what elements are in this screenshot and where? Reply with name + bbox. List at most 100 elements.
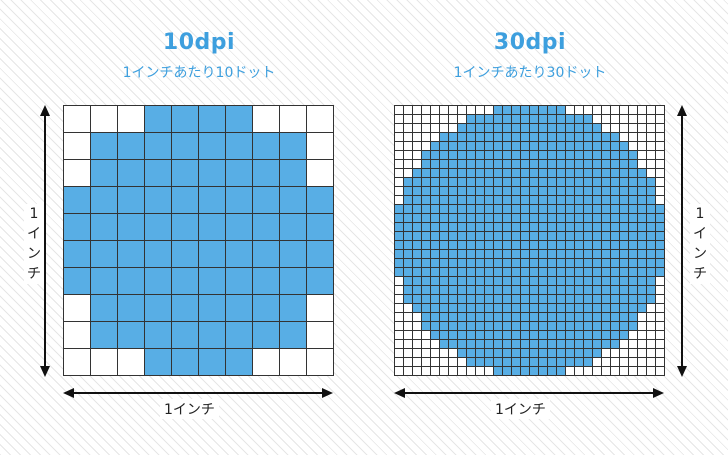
dot-cell xyxy=(511,366,520,375)
dot-cell xyxy=(412,204,421,213)
dot-cell xyxy=(412,330,421,339)
dot-cell xyxy=(637,213,646,222)
dot-cell xyxy=(457,348,466,357)
arrow-up-icon xyxy=(40,105,50,116)
dot-cell xyxy=(619,348,628,357)
dot-cell xyxy=(403,222,412,231)
dot-cell xyxy=(430,348,439,357)
dot-cell xyxy=(90,132,117,159)
dot-cell xyxy=(430,177,439,186)
dot-cell xyxy=(279,132,306,159)
dot-cell xyxy=(394,213,403,222)
dot-cell xyxy=(646,267,655,276)
dot-cell xyxy=(511,285,520,294)
dot-cell xyxy=(610,204,619,213)
dot-cell xyxy=(520,222,529,231)
dot-cell xyxy=(448,231,457,240)
dot-cell xyxy=(520,330,529,339)
dot-cell xyxy=(520,312,529,321)
dot-cell xyxy=(403,213,412,222)
dot-cell xyxy=(144,105,171,132)
dot-cell xyxy=(279,321,306,348)
dot-cell xyxy=(466,366,475,375)
dot-cell xyxy=(412,186,421,195)
dot-cell xyxy=(421,294,430,303)
dot-cell xyxy=(457,267,466,276)
dot-cell xyxy=(601,366,610,375)
dot-cell xyxy=(502,141,511,150)
dot-cell xyxy=(475,285,484,294)
dot-cell xyxy=(502,357,511,366)
dot-cell xyxy=(90,267,117,294)
dot-cell xyxy=(592,294,601,303)
dot-cell xyxy=(466,204,475,213)
dot-cell xyxy=(403,366,412,375)
arrow-down-icon xyxy=(677,366,687,377)
dot-cell xyxy=(628,150,637,159)
dot-cell xyxy=(117,132,144,159)
dot-cell xyxy=(466,132,475,141)
dot-cell xyxy=(538,123,547,132)
dot-cell xyxy=(592,168,601,177)
dot-cell xyxy=(538,150,547,159)
dot-cell xyxy=(646,321,655,330)
dot-cell xyxy=(421,303,430,312)
dot-cell xyxy=(520,294,529,303)
dot-cell xyxy=(529,204,538,213)
dot-cell xyxy=(394,339,403,348)
dot-cell xyxy=(448,294,457,303)
dot-cell xyxy=(448,177,457,186)
dot-cell xyxy=(628,330,637,339)
dot-cell xyxy=(574,267,583,276)
dot-cell xyxy=(574,186,583,195)
dot-cell xyxy=(457,330,466,339)
dot-cell xyxy=(655,312,664,321)
dot-cell xyxy=(439,123,448,132)
dot-cell xyxy=(448,195,457,204)
dot-cell xyxy=(520,213,529,222)
dot-cell xyxy=(655,231,664,240)
dot-cell xyxy=(646,258,655,267)
dot-cell xyxy=(430,258,439,267)
dot-cell xyxy=(547,321,556,330)
dot-cell xyxy=(466,168,475,177)
dot-cell xyxy=(538,114,547,123)
dot-cell xyxy=(412,150,421,159)
dot-cell xyxy=(538,213,547,222)
dot-cell xyxy=(565,105,574,114)
arrow-right-icon xyxy=(653,388,664,398)
dot-cell xyxy=(520,168,529,177)
dot-cell xyxy=(619,240,628,249)
dot-cell xyxy=(628,366,637,375)
dot-cell xyxy=(484,339,493,348)
dot-cell xyxy=(529,348,538,357)
dot-cell xyxy=(493,276,502,285)
dot-cell xyxy=(529,321,538,330)
dot-cell xyxy=(619,249,628,258)
dot-cell xyxy=(529,177,538,186)
dot-cell xyxy=(466,357,475,366)
dot-cell xyxy=(655,186,664,195)
dot-cell xyxy=(502,285,511,294)
dot-cell xyxy=(637,294,646,303)
dot-cell xyxy=(430,123,439,132)
dot-cell xyxy=(484,141,493,150)
dot-cell xyxy=(583,195,592,204)
dot-cell xyxy=(628,339,637,348)
dot-cell xyxy=(117,186,144,213)
dot-cell xyxy=(547,177,556,186)
dot-cell xyxy=(144,186,171,213)
dot-cell xyxy=(252,240,279,267)
dot-cell xyxy=(574,222,583,231)
dot-cell xyxy=(583,159,592,168)
panel-subtitle-10dpi: 1インチあたり10ドット xyxy=(122,65,276,81)
dot-cell xyxy=(439,204,448,213)
dot-cell xyxy=(574,330,583,339)
dot-cell xyxy=(225,159,252,186)
dot-cell xyxy=(484,321,493,330)
dot-cell xyxy=(637,150,646,159)
dot-cell xyxy=(538,186,547,195)
dot-cell xyxy=(583,321,592,330)
dot-cell xyxy=(466,294,475,303)
dot-cell xyxy=(556,249,565,258)
